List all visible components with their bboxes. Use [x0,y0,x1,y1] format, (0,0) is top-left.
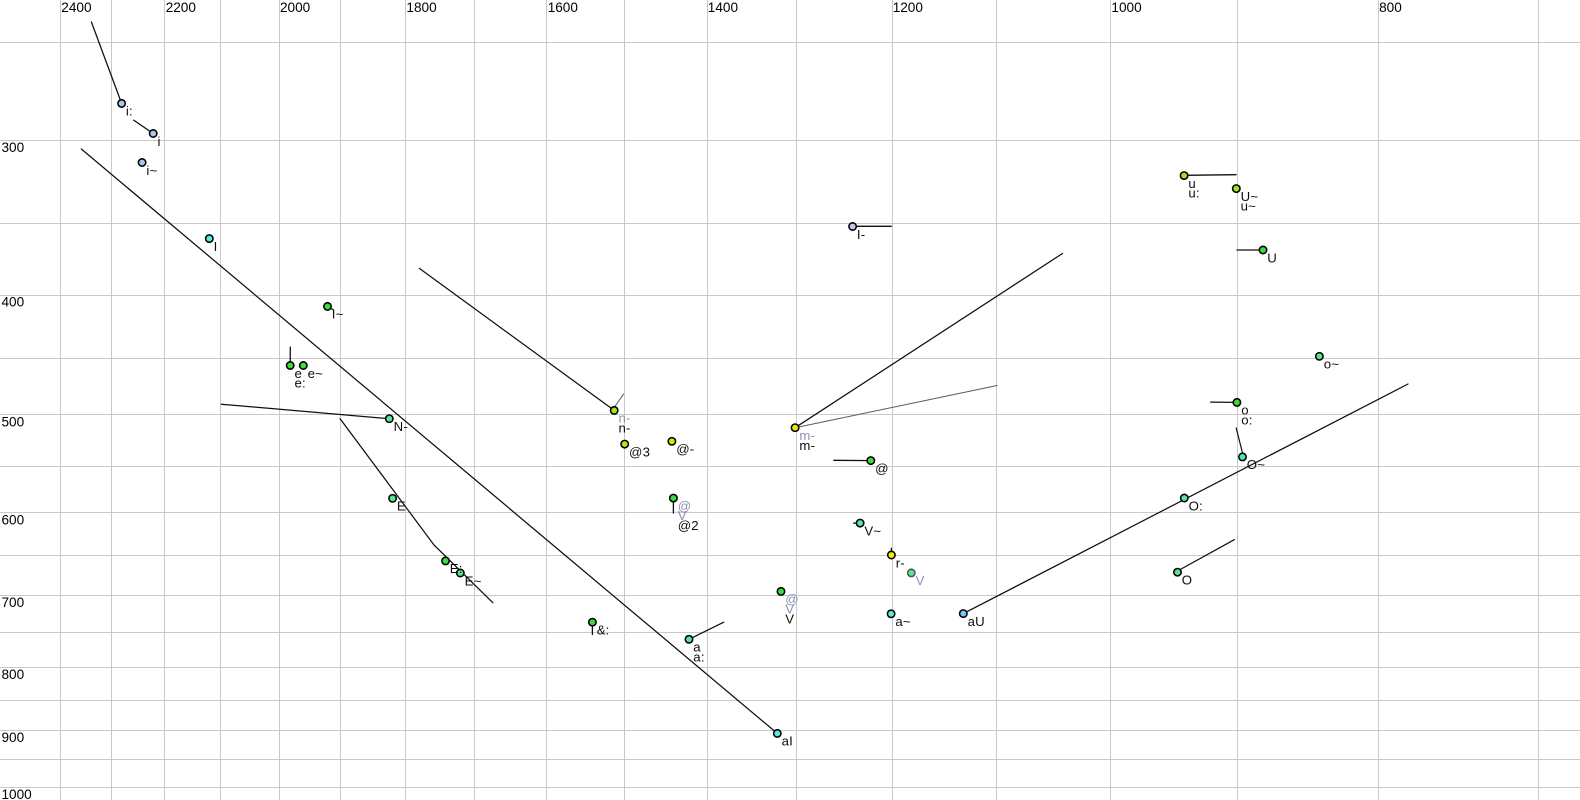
svg-text:1400: 1400 [708,0,739,15]
svg-text:2400: 2400 [61,0,92,15]
svg-text:i:: i: [126,104,133,119]
svg-text:1600: 1600 [548,0,579,15]
svg-text:900: 900 [2,730,25,745]
svg-text:a~: a~ [895,614,911,629]
svg-text:N-: N- [394,419,408,434]
svg-text:E:: E: [450,561,463,576]
svg-text:400: 400 [2,295,25,310]
svg-text:500: 500 [2,415,25,430]
svg-text:a: a [693,640,701,655]
svg-text:2200: 2200 [166,0,197,15]
svg-text:600: 600 [2,512,25,527]
svg-text:E~: E~ [465,573,482,588]
svg-text:a:: a: [693,649,704,664]
svg-text:e~: e~ [308,366,324,381]
svg-text:O:: O: [1189,498,1203,513]
svg-text:@: @ [785,592,799,607]
svg-text:2000: 2000 [280,0,311,15]
svg-text:@-: @- [676,442,694,457]
svg-text:O~: O~ [1247,457,1265,472]
svg-text:&:: &: [597,623,610,638]
svg-text:I-: I- [857,227,865,242]
svg-text:1000: 1000 [1111,0,1142,15]
svg-text:V~: V~ [864,523,881,538]
svg-text:u~: u~ [1241,199,1257,214]
svg-text:e: e [295,366,303,381]
svg-text:700: 700 [2,595,25,610]
svg-text:1000: 1000 [2,787,33,800]
svg-text:aU: aU [968,614,985,629]
svg-text:o: o [1241,403,1249,418]
svg-text:m-: m- [799,438,815,453]
svg-text:1200: 1200 [893,0,924,15]
svg-text:@: @ [678,498,692,513]
svg-text:o~: o~ [1324,357,1340,372]
svg-text:@3: @3 [629,444,650,459]
svg-text:V: V [785,602,794,617]
svg-text:300: 300 [2,140,25,155]
svg-text:U~: U~ [1241,189,1259,204]
svg-text:800: 800 [2,667,25,682]
svg-text:u:: u: [1188,186,1199,201]
svg-text:@2: @2 [678,518,699,533]
svg-text:r-: r- [896,555,905,570]
svg-text:I~: I~ [332,307,344,322]
svg-text:n-: n- [619,421,631,436]
svg-text:@: @ [875,461,889,476]
svg-text:V: V [785,611,794,626]
svg-text:V: V [916,573,925,588]
svg-text:i: i [158,134,161,149]
svg-text:I: I [214,239,218,254]
svg-text:m-: m- [799,428,815,443]
svg-text:aI: aI [782,734,793,749]
svg-text:i~: i~ [146,163,157,178]
svg-text:E: E [397,499,406,514]
svg-text:800: 800 [1379,0,1402,15]
svg-text:n-: n- [619,411,631,426]
svg-text:u: u [1188,176,1196,191]
svg-text:V: V [678,508,687,523]
svg-text:O: O [1182,573,1192,588]
svg-text:U: U [1267,250,1277,265]
svg-text:o:: o: [1241,413,1252,428]
svg-text:1800: 1800 [406,0,437,15]
svg-text:e:: e: [295,376,306,391]
